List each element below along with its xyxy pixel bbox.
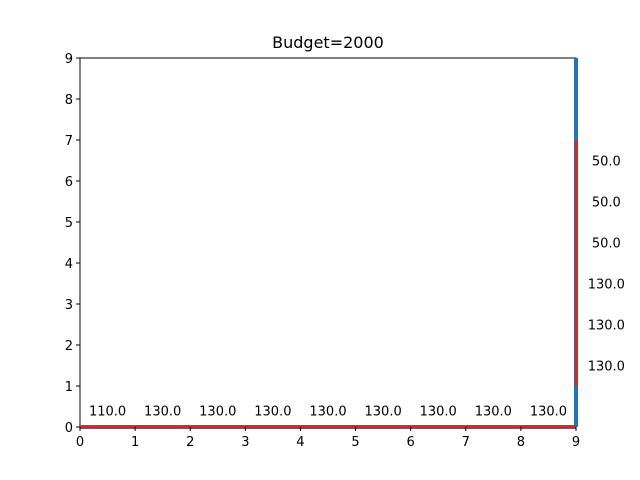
edge-label-11: 50.0 (592, 237, 621, 252)
edge-labels: 110.0 130.0 130.0 130.0 130.0 130.0 130.0 130.0… (89, 155, 625, 420)
x-tick-label-6: 6 (407, 435, 415, 450)
y-tick-label-8: 8 (65, 93, 73, 108)
edge-label-14: 130.0 (588, 360, 625, 375)
edge-label-12: 130.0 (588, 278, 625, 293)
x-tick-label-1: 1 (131, 435, 139, 450)
y-tick-label-0: 0 (65, 421, 73, 436)
x-tick-label-3: 3 (241, 435, 249, 450)
edge-label-4: 130.0 (309, 405, 346, 420)
y-tick-label-1: 1 (65, 380, 73, 395)
y-tick-label-5: 5 (65, 216, 73, 231)
x-tick-label-9: 9 (572, 435, 580, 450)
base-line-layer (80, 58, 578, 429)
x-axis: 0 1 2 3 4 5 6 7 8 9 (76, 427, 580, 450)
edge-label-6: 130.0 (420, 405, 457, 420)
y-axis: 0 1 2 3 4 5 6 7 8 9 (65, 52, 80, 436)
path-line-layer (80, 140, 578, 429)
edge-label-0: 110.0 (89, 405, 126, 420)
x-tick-label-0: 0 (76, 435, 84, 450)
plot-area-frame (79, 57, 577, 428)
y-tick-label-2: 2 (65, 339, 73, 354)
x-tick-label-2: 2 (186, 435, 194, 450)
edge-label-10: 50.0 (592, 196, 621, 211)
y-tick-label-3: 3 (65, 298, 73, 313)
edge-label-3: 130.0 (254, 405, 291, 420)
edge-label-2: 130.0 (199, 405, 236, 420)
y-tick-label-4: 4 (65, 257, 73, 272)
x-tick-label-8: 8 (517, 435, 525, 450)
y-tick-label-9: 9 (65, 52, 73, 67)
edge-label-9: 50.0 (592, 155, 621, 170)
x-tick-label-5: 5 (351, 435, 359, 450)
edge-label-13: 130.0 (588, 319, 625, 334)
edge-label-1: 130.0 (144, 405, 181, 420)
edge-label-8: 130.0 (530, 405, 567, 420)
x-tick-label-7: 7 (462, 435, 470, 450)
y-tick-label-7: 7 (65, 134, 73, 149)
x-tick-label-4: 4 (296, 435, 304, 450)
edge-label-7: 130.0 (475, 405, 512, 420)
edge-label-5: 130.0 (365, 405, 402, 420)
y-tick-label-6: 6 (65, 175, 73, 190)
chart-title: Budget=2000 (272, 33, 384, 52)
